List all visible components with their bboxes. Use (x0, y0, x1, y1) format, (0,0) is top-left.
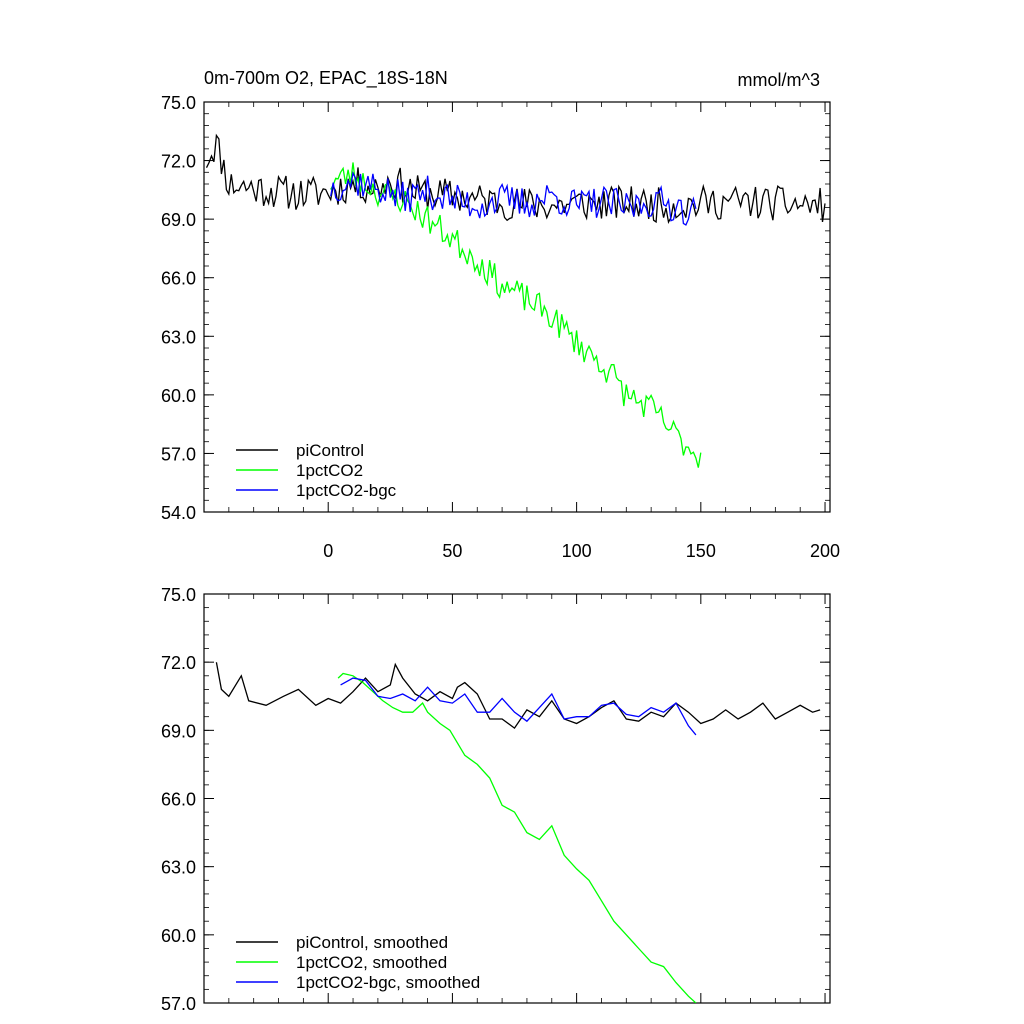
plot-frame (203, 101, 831, 513)
legend-label: piControl (296, 441, 364, 460)
x-tick-label: 150 (686, 541, 716, 561)
y-tick-label: 69.0 (161, 721, 196, 741)
series-line-1pctco2-smoothed (337, 672, 697, 1003)
y-tick-label: 63.0 (161, 327, 196, 347)
y-tick-label: 57.0 (161, 994, 196, 1014)
series-line-1pctco2-bgc (330, 171, 697, 226)
y-tick-label: 75.0 (161, 585, 196, 605)
legend-label: 1pctCO2, smoothed (296, 953, 447, 972)
series-line-1pctco2-bgc-smoothed (340, 677, 697, 736)
y-tick-label: 72.0 (161, 152, 196, 172)
x-tick-label: 50 (442, 541, 462, 561)
y-tick-label: 54.0 (161, 503, 196, 523)
y-tick-label: 63.0 (161, 858, 196, 878)
legend-label: piControl, smoothed (296, 933, 448, 952)
legend-label: 1pctCO2-bgc, smoothed (296, 973, 480, 992)
y-tick-label: 57.0 (161, 444, 196, 464)
y-tick-label: 60.0 (161, 386, 196, 406)
x-tick-label: 200 (810, 541, 840, 561)
y-tick-label: 72.0 (161, 653, 196, 673)
y-tick-label: 66.0 (161, 269, 196, 289)
series-line-picontrol (205, 133, 826, 225)
chart-title: 0m-700m O2, EPAC_18S-18N (204, 68, 448, 89)
units-label: mmol/m^3 (738, 70, 820, 90)
series-line-picontrol-smoothed (215, 662, 821, 730)
legend-label: 1pctCO2-bgc (296, 481, 397, 500)
x-tick-label: 100 (562, 541, 592, 561)
bottom-panel: 57.0 60.0 63.0 66.0 69.0 72.0 75.0 piControl, s… (161, 585, 831, 1014)
x-tick-label: 0 (323, 541, 333, 561)
series-line-1pctco2 (330, 162, 702, 468)
legend-label: 1pctCO2 (296, 461, 363, 480)
y-tick-label: 60.0 (161, 926, 196, 946)
y-tick-label: 69.0 (161, 210, 196, 230)
y-tick-label: 75.0 (161, 93, 196, 113)
top-panel: 54.0 57.0 60.0 63.0 66.0 69.0 72.0 75.0 0 50 100 15… (161, 93, 840, 561)
y-tick-label: 66.0 (161, 790, 196, 810)
